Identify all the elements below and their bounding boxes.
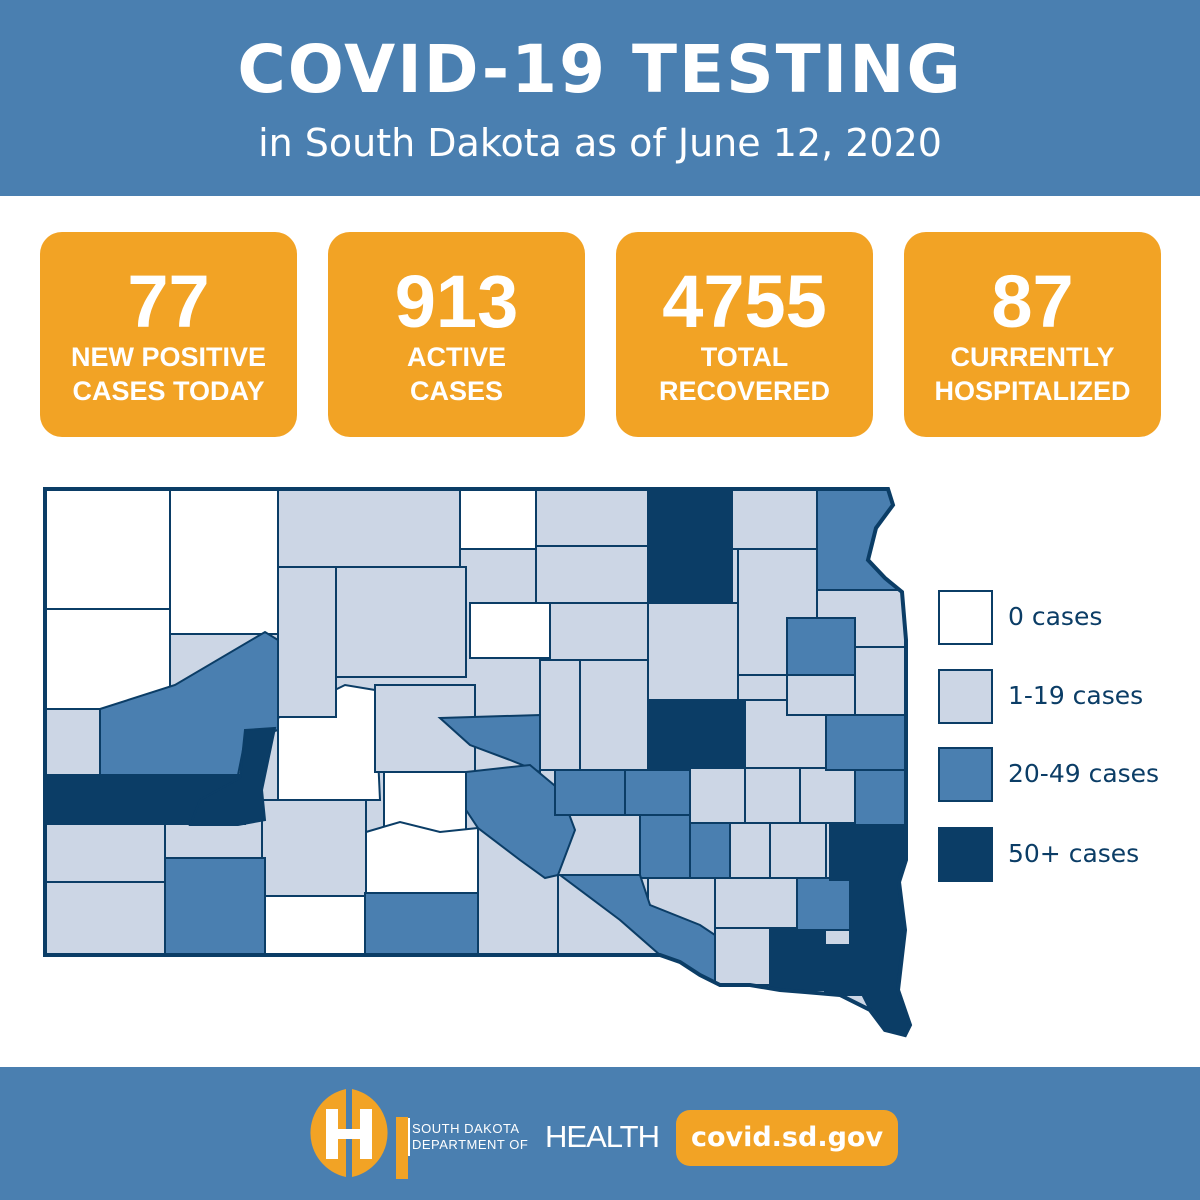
county [689, 767, 746, 824]
county [549, 602, 649, 661]
county [539, 659, 581, 771]
state-outline [43, 487, 913, 1038]
county [647, 489, 733, 604]
county [335, 566, 467, 678]
county [799, 767, 856, 824]
stat-label-line1: TOTAL [700, 342, 789, 372]
stat-label-line1: NEW POSITIVE [70, 342, 267, 372]
county [689, 822, 731, 879]
county [557, 874, 716, 987]
org-name-line1: SOUTH DAKOTA [412, 1121, 520, 1136]
county [769, 929, 826, 991]
county [647, 602, 739, 701]
legend-label: 50+ cases [1008, 839, 1140, 868]
stat-label: CURRENTLY HOSPITALIZED [904, 340, 1161, 408]
legend-swatch [938, 590, 993, 645]
county [554, 769, 626, 816]
county [639, 814, 691, 879]
county [825, 714, 908, 771]
county [277, 566, 337, 718]
south-dakota-county-map [43, 487, 913, 1038]
county [744, 767, 801, 824]
county [45, 823, 166, 883]
stat-label-line2: HOSPITALIZED [934, 376, 1131, 406]
county [365, 820, 479, 894]
county [854, 646, 908, 716]
county [769, 822, 827, 879]
county [649, 699, 746, 769]
county [816, 489, 903, 591]
county [164, 857, 266, 956]
stat-label-line2: CASES TODAY [72, 376, 265, 406]
legend-item-1-19-cases: 1-19 cases [938, 669, 1178, 727]
org-name-line2: DEPARTMENT OF [412, 1137, 529, 1152]
org-name-health: HEALTH [545, 1119, 660, 1154]
page-title: COVID-19 TESTING [237, 31, 963, 108]
footer-banner [0, 1067, 1200, 1200]
county [264, 895, 366, 956]
legend-label: 0 cases [1008, 602, 1103, 631]
stat-card-total-recovered: 4755 TOTAL RECOVERED [616, 232, 873, 437]
header-banner: COVID-19 TESTING in South Dakota as of J… [0, 0, 1200, 196]
stat-label: ACTIVE CASES [328, 340, 585, 408]
county [579, 659, 649, 771]
stat-card-active-cases: 913 ACTIVE CASES [328, 232, 585, 437]
legend-swatch [938, 669, 993, 724]
county [261, 799, 367, 897]
legend-label: 20-49 cases [1008, 759, 1160, 788]
page-subtitle: in South Dakota as of June 12, 2020 [258, 121, 942, 165]
county [796, 877, 851, 931]
county [459, 489, 537, 550]
stat-label-line1: CURRENTLY [950, 342, 1115, 372]
county [824, 944, 866, 996]
county [624, 769, 691, 816]
health-department-logo-icon [310, 1089, 408, 1179]
stat-label-line2: RECOVERED [658, 376, 831, 406]
legend-item-20-49-cases: 20-49 cases [938, 747, 1178, 805]
stat-value: 4755 [662, 260, 827, 343]
county [786, 617, 856, 676]
county [465, 763, 577, 880]
stat-card-new-positive: 77 NEW POSITIVE CASES TODAY [40, 232, 297, 437]
county [45, 881, 166, 956]
county [277, 489, 461, 568]
county [364, 892, 479, 956]
legend-swatch [938, 747, 993, 802]
stat-value: 87 [991, 260, 1074, 343]
legend-item-0-cases: 0 cases [938, 590, 1178, 648]
stat-value: 77 [127, 260, 210, 343]
county [45, 489, 171, 610]
legend-label: 1-19 cases [1008, 681, 1144, 710]
county [535, 545, 649, 604]
county [829, 824, 908, 881]
legend-swatch [938, 827, 993, 882]
stat-label-line2: CASES [409, 376, 504, 406]
county [188, 726, 277, 826]
county [731, 489, 818, 550]
county [714, 877, 798, 929]
stat-value: 913 [394, 260, 519, 343]
county [854, 769, 908, 826]
county [535, 489, 649, 547]
county [469, 602, 551, 659]
legend-item-50-plus-cases: 50+ cases [938, 827, 1178, 885]
org-divider [408, 1118, 410, 1156]
stat-card-hospitalized: 87 CURRENTLY HOSPITALIZED [904, 232, 1161, 437]
county [729, 822, 771, 879]
stat-label-line1: ACTIVE [406, 342, 506, 372]
website-link[interactable]: covid.sd.gov [676, 1110, 898, 1166]
county [169, 489, 279, 635]
county [786, 674, 856, 716]
county [714, 927, 771, 986]
stat-label: NEW POSITIVE CASES TODAY [40, 340, 297, 408]
stat-label: TOTAL RECOVERED [616, 340, 873, 408]
